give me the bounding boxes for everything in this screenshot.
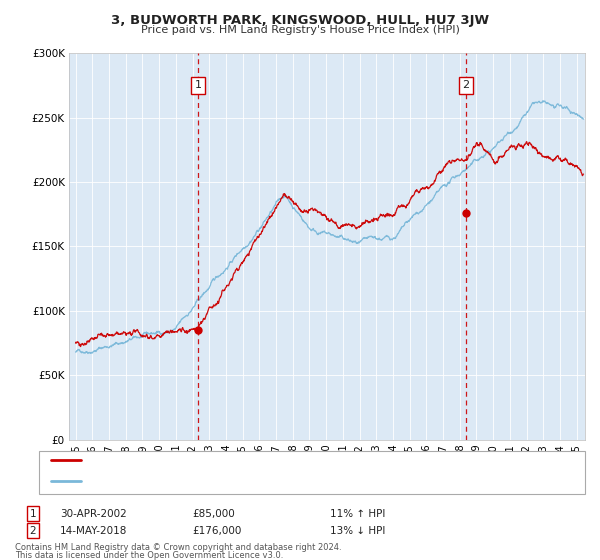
Text: Price paid vs. HM Land Registry's House Price Index (HPI): Price paid vs. HM Land Registry's House … (140, 25, 460, 35)
Text: 3, BUDWORTH PARK, KINGSWOOD, HULL, HU7 3JW: 3, BUDWORTH PARK, KINGSWOOD, HULL, HU7 3… (111, 14, 489, 27)
Text: 30-APR-2002: 30-APR-2002 (60, 508, 127, 519)
Text: 1: 1 (29, 508, 37, 519)
Text: 13% ↓ HPI: 13% ↓ HPI (330, 526, 385, 536)
Text: 14-MAY-2018: 14-MAY-2018 (60, 526, 127, 536)
Text: £85,000: £85,000 (192, 508, 235, 519)
Text: 2: 2 (463, 81, 469, 90)
Text: HPI: Average price, detached house, City of Kingston upon Hull: HPI: Average price, detached house, City… (87, 476, 395, 486)
Text: 11% ↑ HPI: 11% ↑ HPI (330, 508, 385, 519)
Text: £176,000: £176,000 (192, 526, 241, 536)
Text: 3, BUDWORTH PARK, KINGSWOOD, HULL, HU7 3JW (detached house): 3, BUDWORTH PARK, KINGSWOOD, HULL, HU7 3… (87, 455, 425, 465)
Text: 2: 2 (29, 526, 37, 536)
Text: Contains HM Land Registry data © Crown copyright and database right 2024.: Contains HM Land Registry data © Crown c… (15, 543, 341, 552)
Text: This data is licensed under the Open Government Licence v3.0.: This data is licensed under the Open Gov… (15, 551, 283, 560)
Text: 1: 1 (194, 81, 202, 90)
